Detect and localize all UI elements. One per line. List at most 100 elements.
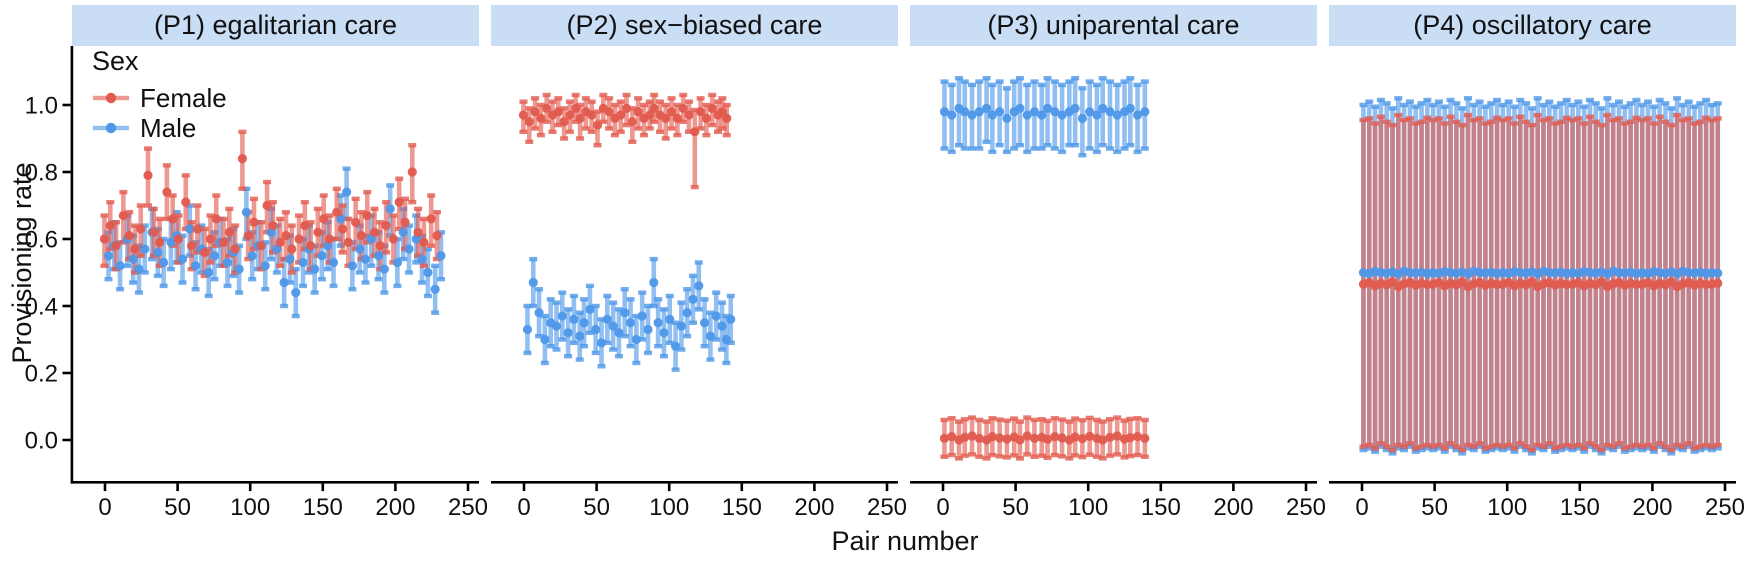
pointrange-point xyxy=(591,324,601,335)
pointrange-cap-bottom xyxy=(1394,442,1403,448)
pointrange-point xyxy=(222,257,233,268)
pointrange-point xyxy=(579,318,589,328)
pointrange-cap-bottom xyxy=(191,287,200,292)
pointrange-point xyxy=(381,221,391,231)
x-tick-label: 0 xyxy=(1355,494,1368,521)
pointrange-point xyxy=(192,224,202,234)
pointrange-bar xyxy=(692,110,698,188)
pointrange-cap-top xyxy=(1440,104,1449,109)
pointrange-point xyxy=(995,107,1005,117)
pointrange-cap-top xyxy=(643,303,652,309)
pointrange-cap-bottom xyxy=(1140,146,1149,151)
y-axis-title: Provisioning rate xyxy=(7,162,37,364)
pointrange-cap-top xyxy=(988,82,997,88)
pointrange-cap-bottom xyxy=(123,263,132,268)
pointrange-point xyxy=(1015,435,1025,445)
pointrange-cap-top xyxy=(1078,86,1087,91)
pointrange-cap-top xyxy=(219,216,228,222)
pointrange-cap-top xyxy=(1452,119,1461,124)
pointrange-cap-top xyxy=(172,210,181,215)
pointrange-cap-top xyxy=(338,203,347,208)
pointrange-point xyxy=(553,107,563,117)
pointrange-cap-top xyxy=(947,416,956,421)
pointrange-cap-top xyxy=(1365,99,1374,104)
pointrange-cap-top xyxy=(1585,97,1594,103)
pointrange-point xyxy=(1042,103,1053,113)
pointrange-cap-top xyxy=(1463,96,1472,101)
pointrange-cap-top xyxy=(975,417,984,423)
pointrange-cap-bottom xyxy=(1545,441,1554,446)
pointrange-cap-bottom xyxy=(1661,444,1670,449)
pointrange-point xyxy=(631,334,641,345)
pointrange-cap-bottom xyxy=(1603,446,1612,451)
pointrange-cap-bottom xyxy=(1620,449,1629,454)
pointrange-cap-top xyxy=(261,240,270,245)
pointrange-cap-top xyxy=(1463,112,1472,118)
pointrange-cap-bottom xyxy=(702,132,711,138)
pointrange-point xyxy=(967,431,977,441)
pointrange-cap-top xyxy=(1411,121,1420,126)
pointrange-point xyxy=(317,251,327,261)
pointrange-cap-bottom xyxy=(1417,447,1426,453)
pointrange-cap-top xyxy=(125,210,134,215)
pointrange-point xyxy=(557,311,567,321)
x-tick-mark xyxy=(1159,483,1163,492)
x-tick-label: 200 xyxy=(1632,494,1672,521)
pointrange-cap-bottom xyxy=(1673,446,1682,451)
pointrange-cap-bottom xyxy=(1429,447,1438,453)
pointrange-cap-bottom xyxy=(405,270,414,275)
pointrange-point xyxy=(143,170,153,180)
x-tick-mark xyxy=(522,483,526,492)
pointrange-cap-bottom xyxy=(1078,153,1087,158)
pointrange-point xyxy=(974,107,984,117)
pointrange-cap-bottom xyxy=(235,290,244,295)
pointrange-point xyxy=(1713,278,1723,288)
pointrange-cap-top xyxy=(401,196,410,201)
pointrange-cap-top xyxy=(603,293,612,299)
pointrange-cap-bottom xyxy=(1516,444,1525,449)
pointrange-cap-top xyxy=(1458,122,1467,128)
pointrange-cap-top xyxy=(1126,76,1135,81)
pointrange-cap-top xyxy=(336,193,345,198)
pointrange-cap-bottom xyxy=(673,132,682,138)
pointrange-point xyxy=(602,314,612,324)
pointrange-bar xyxy=(1529,125,1535,451)
pointrange-cap-top xyxy=(1678,102,1687,108)
pointrange-cap-top xyxy=(1037,82,1046,88)
pointrange-cap-top xyxy=(1597,106,1606,111)
pointrange-cap-top xyxy=(1510,104,1519,109)
x-tick-label: 0 xyxy=(517,494,530,521)
pointrange-point xyxy=(388,234,398,244)
pointrange-cap-bottom xyxy=(649,303,658,309)
pointrange-cap-bottom xyxy=(548,129,557,134)
x-tick-mark xyxy=(1723,483,1727,492)
pointrange-cap-bottom xyxy=(1649,449,1658,454)
pointrange-cap-bottom xyxy=(1678,447,1687,453)
pointrange-cap-bottom xyxy=(106,246,115,252)
pointrange-cap-top xyxy=(363,189,372,195)
pointrange-point xyxy=(209,251,220,261)
x-tick-mark xyxy=(1232,483,1235,492)
pointrange-cap-bottom xyxy=(1469,447,1478,453)
pointrange-cap-top xyxy=(1085,415,1094,421)
pointrange-cap-bottom xyxy=(178,280,187,285)
pointrange-cap-top xyxy=(1010,79,1019,84)
pointrange-cap-bottom xyxy=(654,344,663,349)
pointrange-cap-bottom xyxy=(1133,149,1142,155)
pointrange-cap-top xyxy=(1098,76,1107,81)
pointrange-cap-bottom xyxy=(355,270,364,275)
pointrange-point xyxy=(1132,110,1143,120)
pointrange-cap-bottom xyxy=(960,146,969,151)
pointrange-cap-top xyxy=(1469,102,1478,108)
pointrange-cap-top xyxy=(1010,416,1019,421)
pointrange-cap-top xyxy=(975,79,984,84)
pointrange-cap-top xyxy=(174,213,183,218)
pointrange-cap-top xyxy=(665,293,674,299)
pointrange-cap-top xyxy=(940,79,949,84)
x-axis-line xyxy=(1329,481,1736,484)
pointrange-cap-bottom xyxy=(587,129,596,134)
pointrange-cap-bottom xyxy=(575,357,584,362)
pointrange-cap-top xyxy=(968,415,977,420)
pointrange-cap-bottom xyxy=(1673,442,1682,448)
pointrange-point xyxy=(287,244,297,254)
